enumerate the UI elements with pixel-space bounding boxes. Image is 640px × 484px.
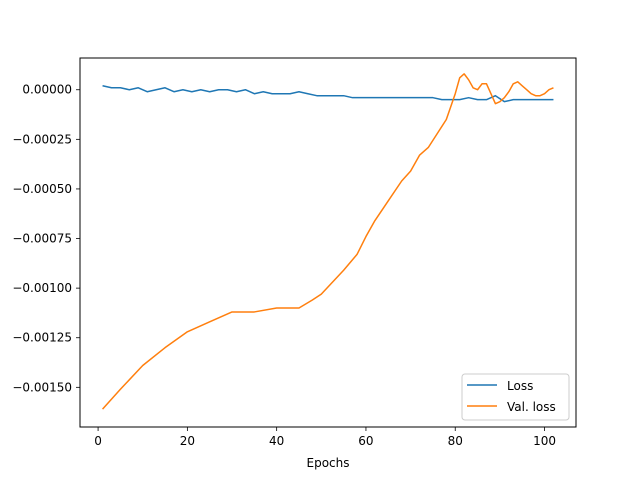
plot-frame — [79, 57, 577, 428]
x-tick-label: 40 — [269, 434, 284, 448]
y-tick-label: −0.00025 — [12, 132, 72, 146]
x-tick-label: 0 — [94, 434, 102, 448]
y-tick-label: −0.00125 — [12, 331, 72, 345]
y-tick-label: −0.00100 — [12, 281, 72, 295]
x-axis-ticks: 0 20 40 60 80 100 — [94, 427, 556, 448]
y-axis-ticks: 0.00000 −0.00025 −0.00050 −0.00075 −0.00100 −… — [12, 83, 80, 394]
y-tick-label: −0.00150 — [12, 380, 72, 394]
series-line-loss — [102, 85, 554, 103]
y-tick-label: −0.00050 — [12, 182, 72, 196]
x-axis-label: Epochs — [307, 456, 350, 470]
legend: Loss Val. loss — [461, 373, 570, 421]
series-line-val-loss — [101, 73, 554, 410]
legend-label-val-loss: Val. loss — [507, 400, 556, 414]
y-tick-label: −0.00075 — [12, 232, 72, 246]
plot-area — [80, 58, 576, 427]
x-tick-label: 60 — [358, 434, 373, 448]
x-tick-label: 100 — [533, 434, 556, 448]
x-tick-label: 80 — [448, 434, 463, 448]
legend-label-loss: Loss — [507, 379, 533, 393]
x-tick-label: 20 — [180, 434, 195, 448]
series-layer — [101, 73, 554, 410]
y-tick-label: 0.00000 — [22, 83, 72, 97]
